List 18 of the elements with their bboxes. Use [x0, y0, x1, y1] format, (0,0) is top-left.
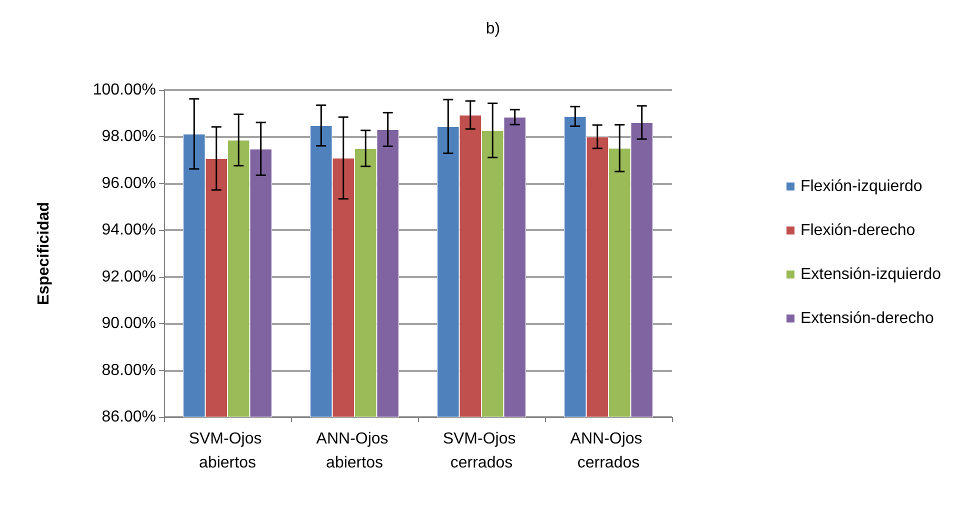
y-tick-label: 94.00% — [102, 222, 156, 239]
legend-label: Flexión-derecho — [800, 222, 916, 239]
y-tick-label: 88.00% — [102, 362, 156, 379]
y-tick-label: 86.00% — [102, 408, 156, 426]
y-tick-label: 100.00% — [92, 82, 156, 98]
legend-label: Flexión-izquierdo — [800, 178, 922, 195]
x-tick-label: ANN-Ojos abiertos — [316, 430, 393, 472]
x-tick-label: SVM-Ojos cerrados — [442, 430, 520, 472]
y-tick-label: 90.00% — [102, 315, 156, 332]
legend-label: Extensión-izquierdo — [800, 266, 942, 283]
y-axis-title: Especificidad — [36, 202, 52, 306]
legend-label: Extensión-derecho — [800, 310, 934, 327]
y-tick-label: 96.00% — [102, 174, 156, 192]
x-tick-label: SVM-Ojos abiertos — [188, 430, 266, 472]
y-tick-label: 92.00% — [102, 268, 156, 286]
chart-title: b) — [486, 20, 500, 38]
y-tick-label: 98.00% — [102, 128, 156, 146]
x-tick-label: ANN-Ojos cerrados — [570, 430, 647, 472]
